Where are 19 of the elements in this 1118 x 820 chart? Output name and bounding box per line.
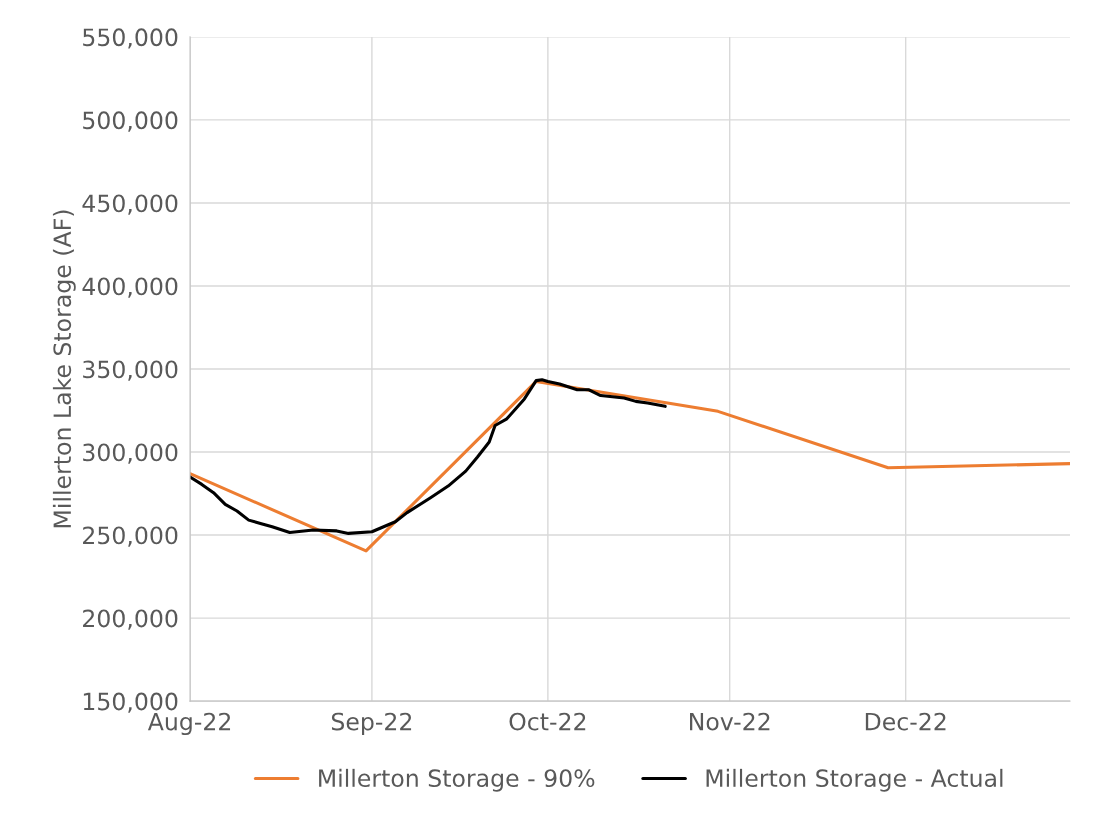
y-tick-label: 400,000: [82, 277, 178, 298]
y-tick-label: 500,000: [83, 111, 178, 132]
line-series: [190, 378, 667, 535]
y-tick-label: 550,000: [83, 28, 178, 49]
y-tick-label: 150,000: [83, 692, 178, 713]
y-tick-label: 350,000: [83, 360, 178, 381]
y-tick-label: 250,000: [83, 526, 178, 547]
x-tick-label: Oct-22: [509, 712, 586, 731]
x-tick-label: Sep-22: [331, 712, 412, 736]
x-tick-label: Aug-22: [147, 712, 231, 736]
y-axis-title: Millerton Lake Storage (AF): [52, 210, 76, 528]
line-series: [190, 379, 1070, 553]
x-tick-label: Dec-22: [865, 712, 946, 731]
legend-label: Millerton Storage - Actual: [706, 768, 1003, 792]
y-tick-label: 450,000: [82, 194, 178, 215]
y-tick-label: 200,000: [83, 609, 178, 630]
x-tick-label: Nov-22: [690, 712, 770, 731]
y-tick-label: 300,000: [83, 443, 178, 464]
legend-label: Millerton Storage - 90%: [319, 768, 595, 792]
